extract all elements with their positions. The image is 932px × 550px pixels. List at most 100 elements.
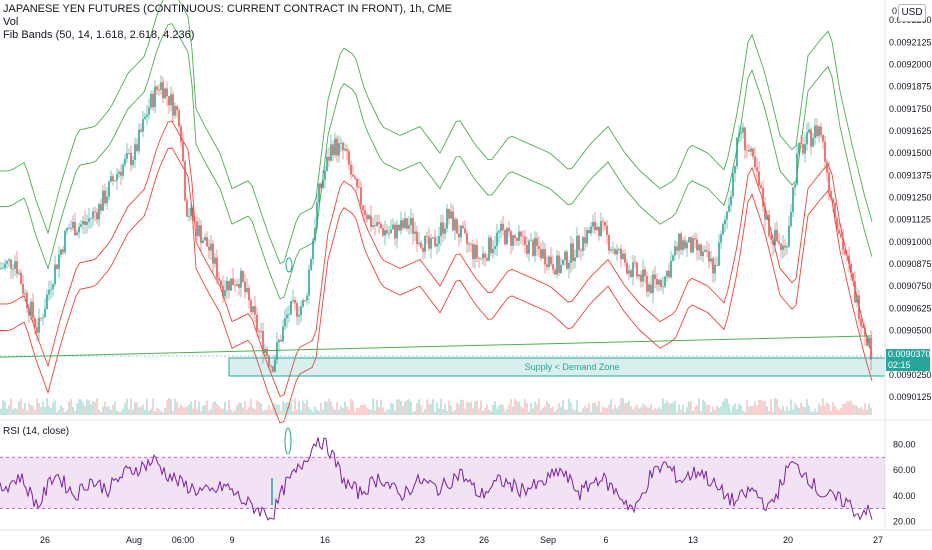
candle-body bbox=[510, 231, 512, 246]
time-tick-label: 27 bbox=[873, 535, 883, 545]
candle-body bbox=[220, 280, 222, 286]
candle-body bbox=[296, 303, 298, 317]
volume-bar bbox=[542, 407, 544, 415]
candle-body bbox=[774, 229, 776, 245]
candle-body bbox=[478, 258, 480, 259]
candle-body bbox=[466, 233, 468, 244]
fib-bands-legend[interactable]: Fib Bands (50, 14, 1.618, 2.618, 4.236) bbox=[3, 29, 195, 41]
volume-bar bbox=[404, 401, 406, 415]
candle-body bbox=[294, 300, 296, 304]
volume-bar bbox=[82, 402, 84, 415]
volume-bar bbox=[130, 398, 132, 415]
volume-bar bbox=[662, 398, 664, 415]
volume-bar bbox=[40, 406, 42, 415]
candle-body bbox=[210, 243, 212, 251]
volume-legend[interactable]: Vol bbox=[3, 16, 19, 28]
candle-body bbox=[204, 237, 206, 241]
volume-bar bbox=[714, 409, 716, 415]
volume-bar bbox=[420, 404, 422, 415]
candle-body bbox=[302, 299, 304, 307]
volume-bar bbox=[796, 405, 798, 415]
time-axis[interactable]: 26 Aug 06:00 9 16 23 26 Sep 6 13 20 27 bbox=[0, 529, 932, 545]
candle-body bbox=[548, 256, 550, 268]
candle-body bbox=[298, 315, 300, 317]
candle-body bbox=[610, 249, 612, 251]
volume-bar bbox=[422, 411, 424, 415]
volume-bar bbox=[24, 402, 26, 415]
ellipse-drawing[interactable] bbox=[285, 257, 293, 273]
candle-body bbox=[682, 240, 684, 250]
support-trendline[interactable] bbox=[0, 335, 873, 358]
rsi-pane[interactable]: RSI (14, close) 80.00 60.00 40.00 20.00 bbox=[0, 419, 932, 527]
candle-body bbox=[0, 268, 2, 269]
candle-body bbox=[162, 82, 164, 99]
volume-bar bbox=[836, 408, 838, 415]
symbol-title[interactable]: JAPANESE YEN FUTURES (CONTINUOUS: CURREN… bbox=[3, 3, 453, 15]
candle-body bbox=[234, 285, 236, 286]
candle-body bbox=[288, 314, 290, 316]
candle-body bbox=[560, 264, 562, 273]
candle-body bbox=[748, 150, 750, 152]
candle-body bbox=[686, 242, 688, 249]
volume-bar bbox=[582, 408, 584, 415]
candle-body bbox=[348, 151, 350, 165]
candle-body bbox=[596, 226, 598, 231]
volume-bar bbox=[594, 402, 596, 415]
candle-body bbox=[512, 235, 514, 246]
candle-body bbox=[216, 257, 218, 279]
volume-bar bbox=[808, 405, 810, 415]
volume-bar bbox=[352, 400, 354, 415]
volume-bar bbox=[792, 409, 794, 415]
candle-body bbox=[422, 247, 424, 252]
volume-bar bbox=[190, 401, 192, 415]
volume-bar bbox=[416, 403, 418, 415]
candle-body bbox=[72, 221, 74, 229]
candle-body bbox=[274, 359, 276, 372]
volume-bar bbox=[296, 410, 298, 415]
candle-body bbox=[562, 259, 564, 265]
volume-bar bbox=[366, 408, 368, 415]
candle-body bbox=[540, 249, 542, 259]
price-tick-label: 0.0091625 bbox=[889, 126, 932, 136]
candle-body bbox=[854, 281, 856, 303]
candle-body bbox=[22, 284, 24, 294]
volume-bar bbox=[566, 409, 568, 415]
volume-bar bbox=[526, 403, 528, 415]
volume-bar bbox=[450, 405, 452, 415]
candle-body bbox=[584, 237, 586, 244]
candle-body bbox=[576, 235, 578, 258]
candle-body bbox=[432, 237, 434, 239]
volume-bar bbox=[578, 411, 580, 415]
candle-body bbox=[626, 262, 628, 274]
candle-body bbox=[256, 314, 258, 331]
time-tick-label: 06:00 bbox=[172, 535, 195, 545]
volume-bar bbox=[196, 408, 198, 415]
volume-bar bbox=[746, 399, 748, 415]
candle-body bbox=[440, 222, 442, 237]
currency-badge[interactable]: USD bbox=[898, 4, 926, 22]
volume-bar bbox=[480, 400, 482, 415]
volume-bar bbox=[194, 399, 196, 415]
price-axis[interactable]: 0.00.00922500.00921250.00920000.00918750… bbox=[884, 0, 932, 530]
volume-bar bbox=[652, 409, 654, 415]
rsi-ellipse-drawing[interactable] bbox=[284, 427, 292, 455]
volume-bar bbox=[202, 405, 204, 415]
candle-body bbox=[676, 246, 678, 251]
candle-body bbox=[824, 141, 826, 162]
volume-bar bbox=[704, 401, 706, 415]
volume-bar bbox=[212, 402, 214, 415]
candle-body bbox=[258, 330, 260, 332]
candle-body bbox=[870, 337, 872, 360]
candle-body bbox=[416, 231, 418, 244]
candle-body bbox=[34, 318, 36, 328]
volume-bar bbox=[0, 408, 2, 415]
volume-bar bbox=[868, 403, 870, 415]
price-pane[interactable]: Supply < Demand Zone bbox=[0, 0, 886, 424]
candle-body bbox=[282, 326, 284, 342]
price-pane-background bbox=[0, 0, 885, 420]
volume-bar bbox=[10, 398, 12, 415]
candle-body bbox=[860, 319, 862, 326]
volume-bar bbox=[424, 409, 426, 415]
candle-body bbox=[106, 196, 108, 204]
